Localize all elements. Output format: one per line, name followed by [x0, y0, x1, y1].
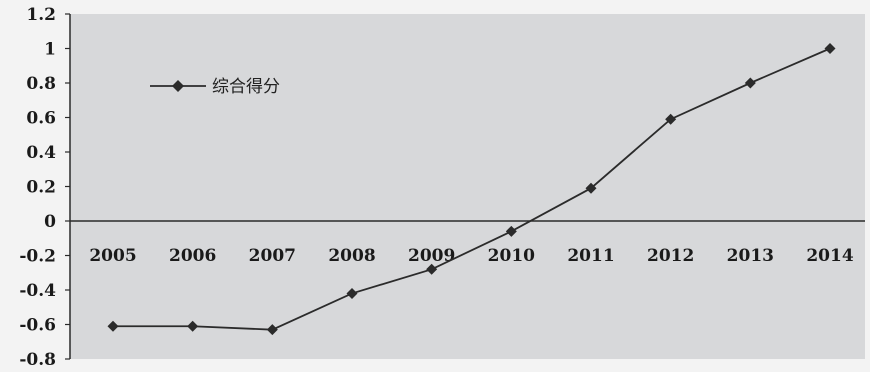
data-point-marker	[505, 225, 517, 237]
x-tick-label: 2010	[488, 246, 535, 266]
legend-marker	[172, 80, 184, 92]
x-tick-label: 2011	[567, 246, 614, 266]
legend: 综合得分	[150, 77, 280, 97]
data-point-marker	[744, 77, 756, 89]
data-point-marker	[346, 287, 358, 299]
x-tick-label: 2006	[169, 246, 216, 266]
legend-label: 综合得分	[212, 77, 280, 97]
y-tick-label: 0	[44, 212, 56, 232]
data-point-marker	[585, 182, 597, 194]
y-tick-label: -0.8	[19, 350, 56, 370]
series-line	[113, 47, 831, 331]
data-point-marker	[426, 263, 438, 275]
data-point-marker	[107, 320, 119, 332]
x-tick-label: 2005	[89, 246, 136, 266]
x-tick-label: 2013	[727, 246, 774, 266]
y-tick-label: 1.2	[26, 5, 56, 25]
y-axis: 1.2 1 0.8 0.6 0.4 0.2 0 -0.2 -0.4 -0.6 -0.8	[19, 5, 71, 370]
x-axis: 2005 2006 2007 2008 2009 2010 2011 2012 2013 2014	[70, 220, 865, 266]
x-tick-label: 2008	[328, 246, 375, 266]
data-point-marker	[187, 320, 199, 332]
x-tick-label: 2007	[249, 246, 296, 266]
x-tick-label: 2014	[806, 246, 853, 266]
y-tick-label: -0.6	[19, 316, 56, 336]
x-tick-label: 2009	[408, 246, 455, 266]
y-tick-label: 0.6	[26, 109, 56, 129]
y-tick-label: 0.2	[26, 178, 56, 198]
y-tick-label: 0.4	[26, 143, 56, 163]
data-point-marker	[824, 43, 836, 54]
data-point-marker	[665, 113, 677, 125]
series-layer	[107, 43, 836, 336]
y-tick-label: -0.4	[19, 281, 56, 301]
y-tick-label: 0.8	[26, 74, 56, 94]
plot-area	[70, 14, 865, 359]
y-tick-label: -0.2	[19, 247, 56, 267]
y-tick-label: 1	[44, 40, 56, 60]
x-tick-label: 2012	[647, 246, 694, 266]
data-point-marker	[266, 324, 278, 336]
